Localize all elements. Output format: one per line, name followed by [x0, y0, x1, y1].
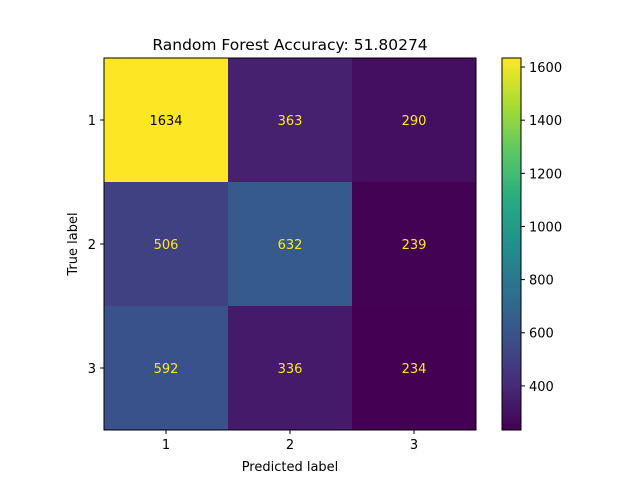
y-tick-label: 1: [88, 114, 96, 129]
colorbar-tick-label: 1200: [529, 167, 562, 182]
heatmap-cell-1-3: [352, 58, 476, 182]
y-axis-ticks: 1 2 3: [88, 114, 104, 377]
heatmap-cell-2-1: [104, 182, 228, 306]
colorbar-tick-label: 400: [529, 380, 554, 395]
y-axis-label: True label: [66, 212, 81, 276]
x-tick-label: 3: [410, 438, 418, 453]
colorbar-tick-label: 1000: [529, 220, 562, 235]
heatmap-cell-2-3: [352, 182, 476, 306]
heatmap-cells: [104, 58, 476, 430]
colorbar-tick-label: 800: [529, 274, 554, 289]
heatmap-cell-1-1: [104, 58, 228, 182]
x-axis-ticks: 1 2 3: [162, 430, 418, 453]
colorbar-tick-label: 600: [529, 327, 554, 342]
cell-label-1-1: 1634: [149, 114, 182, 129]
cell-label-2-3: 239: [402, 238, 427, 253]
cell-label-3-2: 336: [278, 362, 303, 377]
cell-label-3-3: 234: [402, 362, 427, 377]
colorbar: [501, 57, 522, 431]
cell-label-2-1: 506: [154, 238, 179, 253]
heatmap-cell-2-2: [228, 182, 352, 306]
cell-value-labels: 1634 363 290 506 632 239 592 336 234: [149, 114, 426, 377]
y-tick-label: 3: [88, 362, 96, 377]
x-axis-label: Predicted label: [242, 460, 339, 475]
x-tick-label: 2: [286, 438, 294, 453]
x-tick-label: 1: [162, 438, 170, 453]
heatmap-cell-3-2: [228, 306, 352, 430]
cell-label-1-2: 363: [278, 114, 303, 129]
heatmap-cell-1-2: [228, 58, 352, 182]
cell-label-1-3: 290: [402, 114, 427, 129]
chart-title: Random Forest Accuracy: 51.80274: [152, 36, 427, 54]
heatmap-cell-3-3: [352, 306, 476, 430]
cell-label-2-2: 632: [278, 238, 303, 253]
cell-label-3-1: 592: [154, 362, 179, 377]
colorbar-tick-label: 1400: [529, 114, 562, 129]
y-tick-label: 2: [88, 238, 96, 253]
heatmap-cell-3-1: [104, 306, 228, 430]
colorbar-ticks: 400 600 800 1000 1200 1400 1600: [521, 61, 562, 395]
colorbar-tick-label: 1600: [529, 61, 562, 76]
